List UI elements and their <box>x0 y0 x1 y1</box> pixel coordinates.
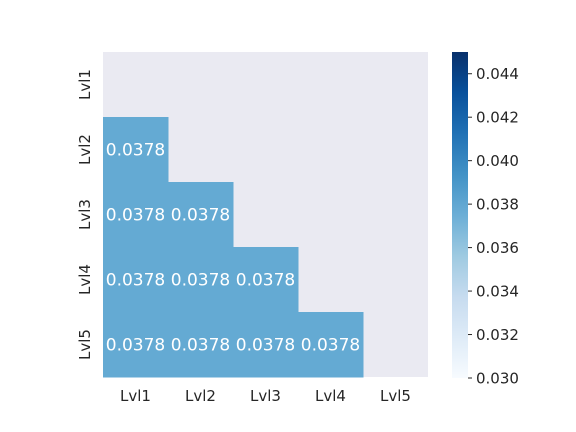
heatmap-cell-r3-c1 <box>103 182 169 248</box>
heatmap-cell-r3-c2 <box>168 182 234 248</box>
y-tick-label-lvl3: Lvl3 <box>76 199 94 230</box>
y-tick-label-lvl2: Lvl2 <box>76 134 94 165</box>
colorbar-tick-label: 0.038 <box>476 196 519 214</box>
heatmap-plot-area: 0.0378 0.0378 0.0378 0.0378 0.0378 0.0378 0.03… <box>103 52 428 378</box>
cell-annotation-r5-c3: 0.0378 <box>236 336 295 356</box>
cell-annotation-r4-c3: 0.0378 <box>236 271 295 291</box>
colorbar-tick-label: 0.034 <box>476 283 519 301</box>
cell-annotation-r4-c2: 0.0378 <box>171 271 230 291</box>
y-axis-ticks: Lvl1 Lvl2 Lvl3 Lvl4 Lvl5 <box>76 69 94 360</box>
y-tick-label-lvl1: Lvl1 <box>76 69 94 100</box>
cell-annotation-r5-c2: 0.0378 <box>171 336 230 356</box>
x-axis-ticks: Lvl1 Lvl2 Lvl3 Lvl4 Lvl5 <box>120 387 411 405</box>
colorbar-tick-label: 0.030 <box>476 370 519 388</box>
heatmap-cell-r5-c4 <box>298 312 364 378</box>
heatmap-cell-r2-c1 <box>103 117 169 183</box>
cell-annotation-r5-c1: 0.0378 <box>106 336 165 356</box>
heatmap-cell-r5-c2 <box>168 312 234 378</box>
heatmap-cell-r4-c3 <box>233 247 299 313</box>
cell-annotation-r5-c4: 0.0378 <box>301 336 360 356</box>
x-tick-label-lvl3: Lvl3 <box>250 387 281 405</box>
cell-annotation-r3-c1: 0.0378 <box>106 206 165 226</box>
x-tick-label-lvl4: Lvl4 <box>315 387 346 405</box>
colorbar-gradient <box>452 52 468 378</box>
x-tick-label-lvl1: Lvl1 <box>120 387 151 405</box>
cell-annotation-r4-c1: 0.0378 <box>106 271 165 291</box>
heatmap-cell-r5-c3 <box>233 312 299 378</box>
y-tick-label-lvl5: Lvl5 <box>76 329 94 360</box>
heatmap-cell-r5-c1 <box>103 312 169 378</box>
heatmap-cell-r4-c2 <box>168 247 234 313</box>
colorbar: 0.030 0.032 0.034 0.036 0.038 0.040 0.042 0.044 <box>452 52 519 388</box>
cell-annotation-r2-c1: 0.0378 <box>106 141 165 161</box>
colorbar-tick-label: 0.032 <box>476 326 519 344</box>
x-tick-label-lvl5: Lvl5 <box>380 387 411 405</box>
colorbar-tick-label: 0.042 <box>476 109 519 127</box>
y-tick-label-lvl4: Lvl4 <box>76 264 94 295</box>
colorbar-tick-label: 0.040 <box>476 152 519 170</box>
heatmap-cell-r4-c1 <box>103 247 169 313</box>
colorbar-tick-label: 0.044 <box>476 65 519 83</box>
cell-annotation-r3-c2: 0.0378 <box>171 206 230 226</box>
x-tick-label-lvl2: Lvl2 <box>185 387 216 405</box>
colorbar-tick-label: 0.036 <box>476 239 519 257</box>
